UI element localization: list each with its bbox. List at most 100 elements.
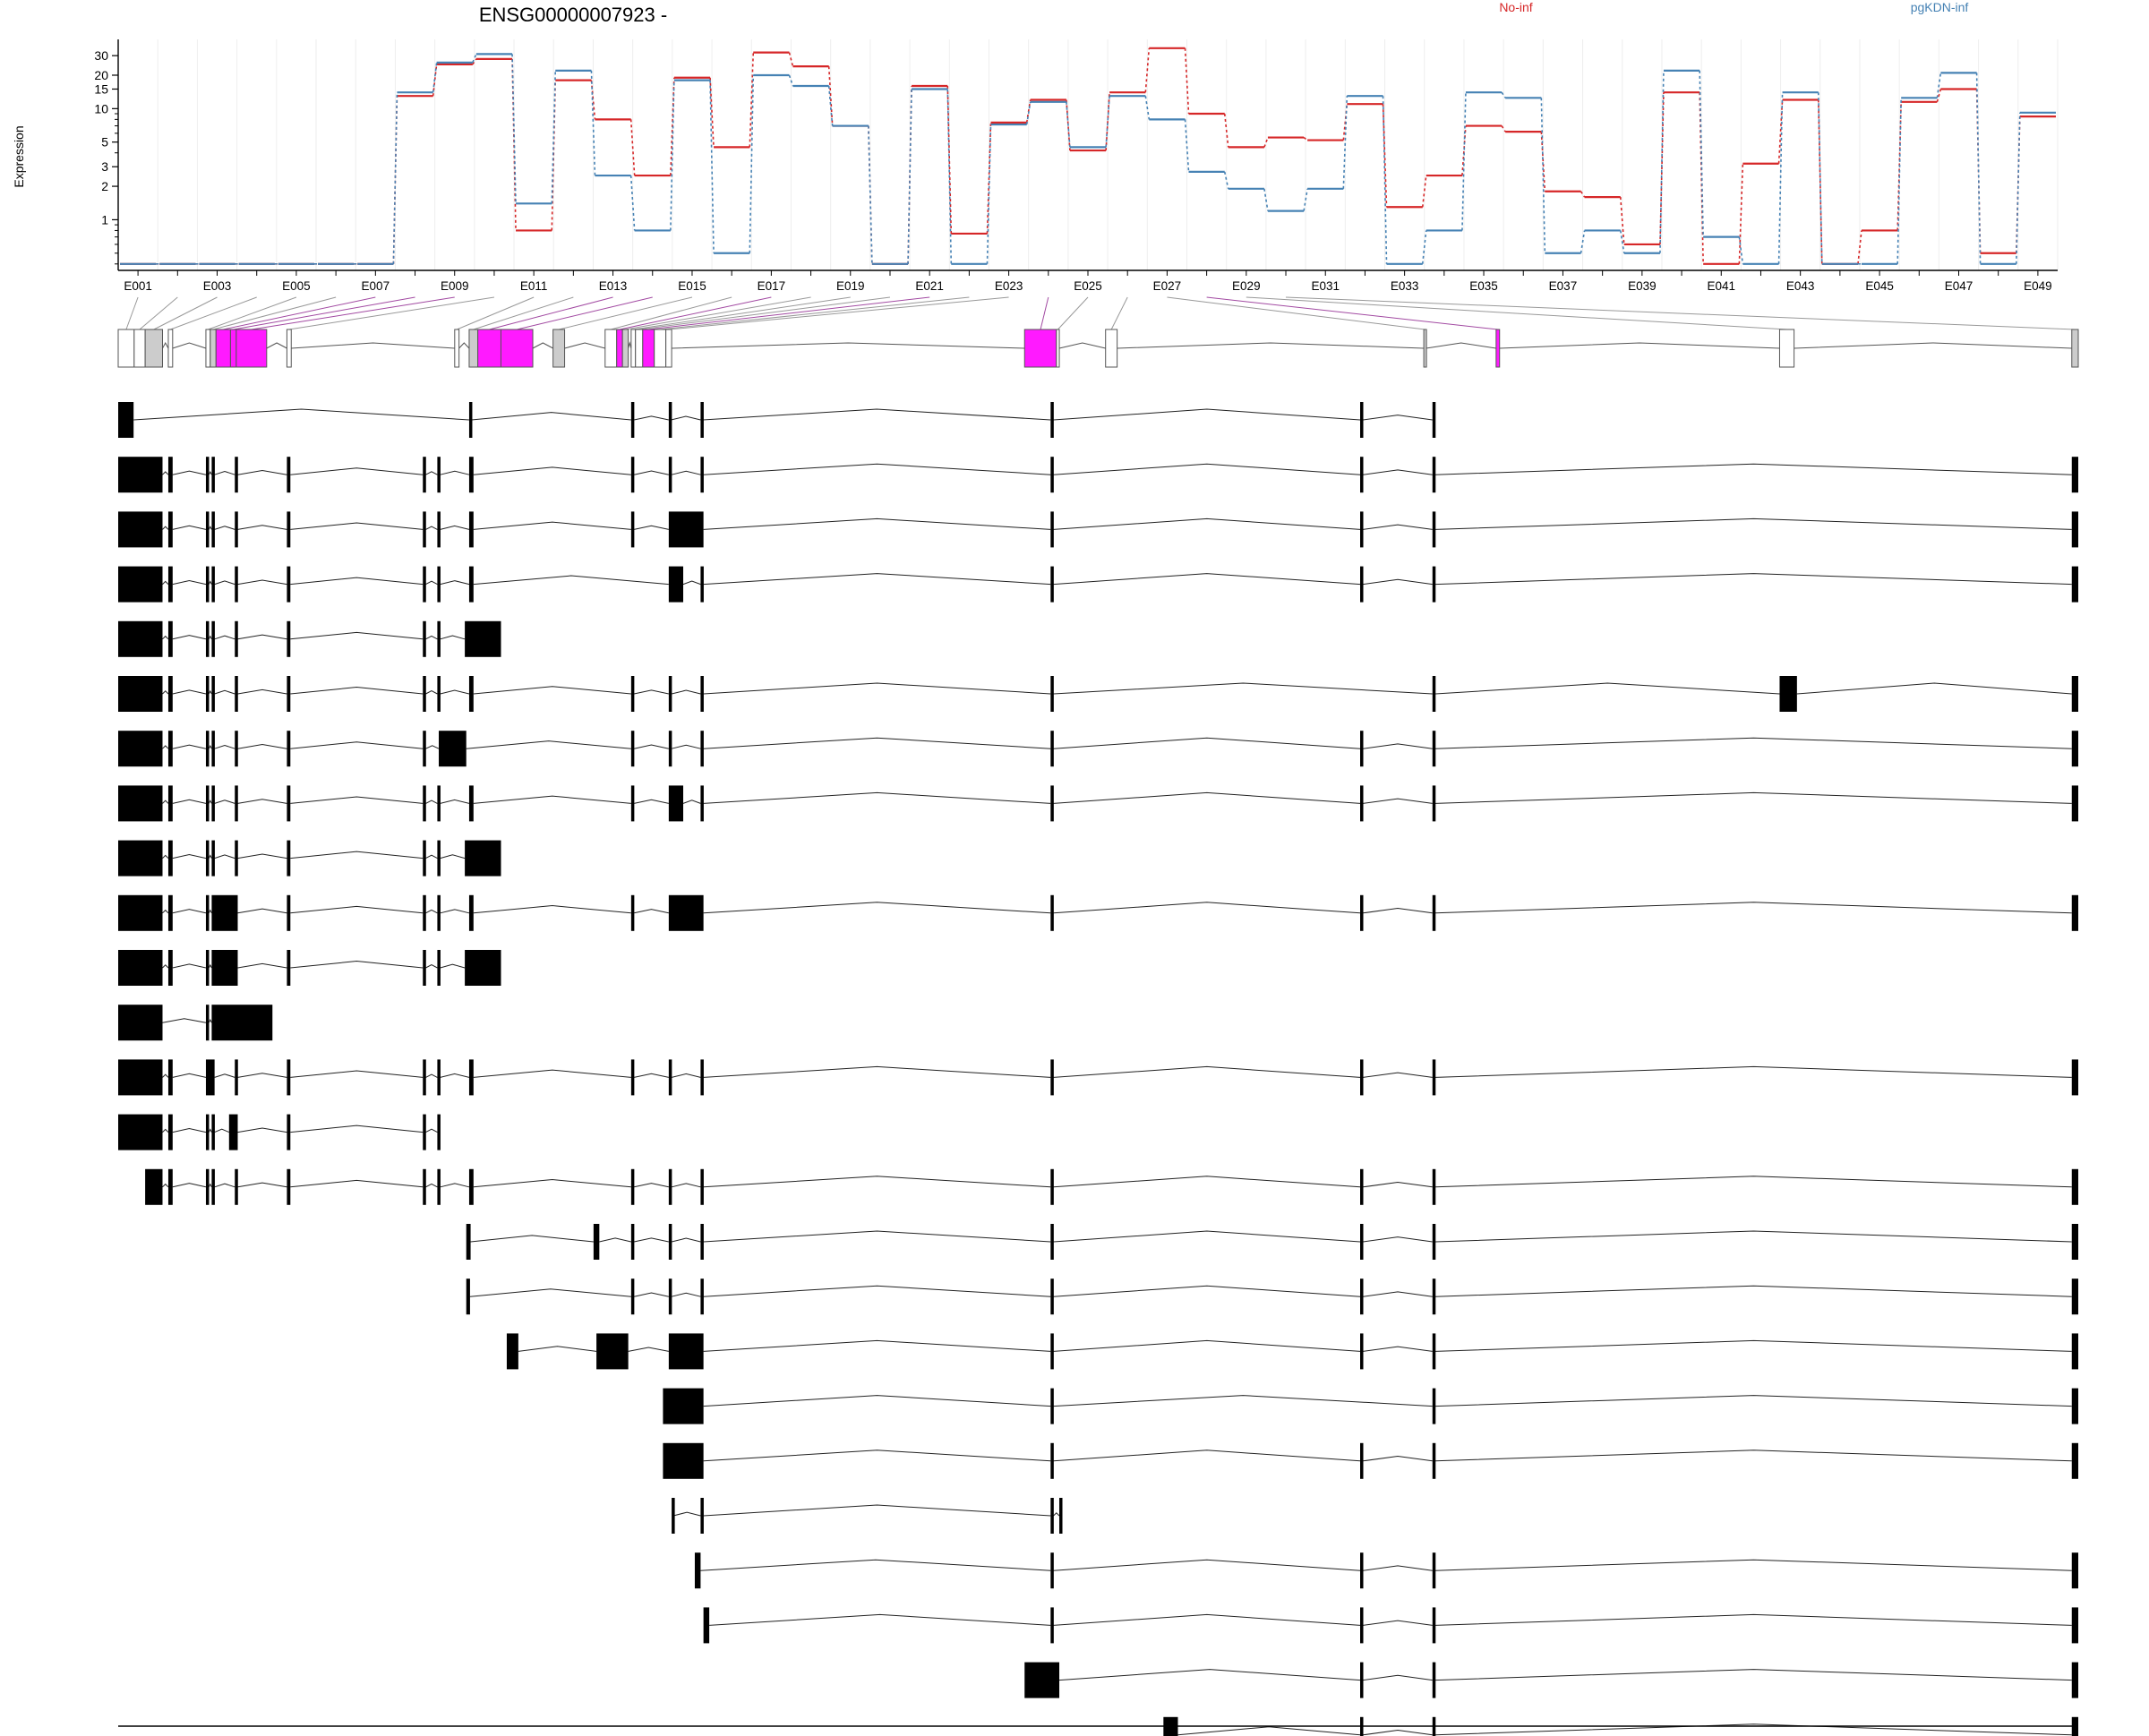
transcript-exon bbox=[235, 1168, 238, 1205]
transcript-exon bbox=[506, 1333, 518, 1370]
transcript-intron bbox=[290, 796, 424, 804]
transcript-exon bbox=[437, 511, 441, 548]
transcript-intron bbox=[1434, 463, 2072, 475]
transcript-exon bbox=[668, 457, 672, 493]
transcript-exon bbox=[630, 676, 635, 712]
x-tick-label: E005 bbox=[282, 279, 311, 293]
transcript-exon bbox=[593, 1224, 600, 1260]
transcript-exon bbox=[1360, 1552, 1364, 1589]
transcript-intron bbox=[214, 526, 235, 530]
transcript-exon bbox=[1432, 1333, 1436, 1370]
x-tick-label: E025 bbox=[1074, 279, 1102, 293]
transcript-intron bbox=[703, 517, 1051, 530]
transcript-exon bbox=[630, 1278, 635, 1315]
transcript-exon bbox=[1050, 566, 1054, 603]
transcript-exon bbox=[2071, 1388, 2078, 1424]
model-exon bbox=[477, 329, 501, 368]
transcript-intron bbox=[1434, 1065, 2072, 1078]
transcript-intron bbox=[440, 963, 466, 969]
transcript-exon bbox=[437, 785, 441, 822]
transcript-intron bbox=[214, 800, 235, 804]
transcript-exon bbox=[465, 620, 501, 657]
transcript-exon bbox=[700, 1059, 704, 1096]
transcript-intron bbox=[703, 1395, 1051, 1407]
model-exon bbox=[2071, 329, 2079, 368]
transcript-intron bbox=[703, 1504, 1051, 1517]
x-tick-label: E041 bbox=[1707, 279, 1735, 293]
transcript-exon bbox=[1779, 676, 1797, 712]
transcript-intron bbox=[208, 1183, 212, 1188]
expression-step-connector bbox=[1896, 98, 1902, 264]
transcript-exon bbox=[205, 1005, 210, 1041]
transcript-intron bbox=[671, 689, 701, 695]
chart-title: ENSG00000007923 - bbox=[479, 4, 667, 26]
transcript-track bbox=[118, 620, 501, 657]
transcript-track bbox=[118, 840, 501, 877]
transcript-exon bbox=[1360, 785, 1364, 822]
expression-step-connector bbox=[1738, 163, 1744, 264]
transcript-intron bbox=[425, 1183, 438, 1188]
genomic-tick-label: 6701924 bbox=[2055, 1735, 2102, 1736]
transcript-intron bbox=[208, 909, 212, 914]
transcript-exon bbox=[668, 676, 672, 712]
exon-connector bbox=[558, 296, 693, 330]
transcript-intron bbox=[172, 799, 207, 804]
transcript-intron bbox=[1053, 1613, 1361, 1626]
transcript-intron bbox=[703, 1339, 1051, 1352]
transcript-intron bbox=[1363, 1565, 1433, 1571]
transcript-exon bbox=[167, 1168, 173, 1205]
transcript-intron bbox=[290, 522, 424, 530]
transcript-intron bbox=[162, 909, 169, 914]
transcript-exon bbox=[118, 1005, 163, 1041]
transcript-intron bbox=[208, 689, 212, 695]
intron-line bbox=[672, 342, 1025, 349]
transcript-intron bbox=[1363, 907, 1433, 914]
transcript-intron bbox=[172, 909, 207, 914]
transcript-intron bbox=[162, 1073, 169, 1078]
model-exon bbox=[286, 329, 292, 368]
transcript-exon bbox=[663, 1388, 704, 1424]
transcript-intron bbox=[237, 579, 287, 586]
exon-connector bbox=[457, 296, 535, 330]
transcript-intron bbox=[290, 905, 424, 914]
transcript-intron bbox=[162, 1018, 207, 1023]
x-tick-label: E003 bbox=[203, 279, 232, 293]
y-axis-label: Expression bbox=[12, 125, 26, 187]
transcript-exon bbox=[1432, 566, 1436, 603]
transcript-exon bbox=[700, 1498, 704, 1534]
transcript-intron bbox=[162, 1183, 169, 1188]
x-tick-label: E043 bbox=[1786, 279, 1815, 293]
transcript-intron bbox=[671, 1292, 701, 1297]
transcript-intron bbox=[425, 854, 438, 859]
exon-connector bbox=[638, 296, 891, 330]
transcript-exon bbox=[167, 676, 173, 712]
transcript-exon bbox=[1050, 1278, 1054, 1315]
transcript-intron bbox=[1053, 902, 1361, 914]
transcript-exon bbox=[1432, 511, 1436, 548]
transcript-exon bbox=[287, 566, 291, 603]
intron-line bbox=[1058, 342, 1106, 349]
expression-step-connector bbox=[827, 85, 834, 126]
expression-step-connector bbox=[392, 92, 398, 264]
transcript-intron bbox=[208, 800, 212, 804]
transcript-track bbox=[118, 950, 501, 986]
transcript-intron bbox=[133, 408, 469, 421]
transcript-exon bbox=[2071, 566, 2078, 603]
transcript-exon bbox=[1050, 894, 1054, 931]
x-tick-label: E007 bbox=[362, 279, 390, 293]
transcript-intron bbox=[208, 471, 212, 475]
transcript-exon bbox=[1360, 457, 1364, 493]
transcript-intron bbox=[599, 1237, 631, 1243]
transcript-intron bbox=[214, 635, 235, 640]
series-no-inf bbox=[120, 47, 2056, 265]
transcript-exon bbox=[287, 676, 291, 712]
expression-step-connector bbox=[1580, 230, 1586, 253]
transcript-intron bbox=[208, 745, 212, 749]
x-tick-label: E049 bbox=[2024, 279, 2052, 293]
expression-step-connector bbox=[472, 58, 477, 65]
transcript-exon bbox=[439, 731, 467, 767]
transcript-track bbox=[672, 1498, 1063, 1534]
transcript-exon bbox=[437, 1114, 441, 1150]
y-tick-label: 10 bbox=[94, 101, 108, 115]
transcript-exon bbox=[167, 1114, 173, 1150]
